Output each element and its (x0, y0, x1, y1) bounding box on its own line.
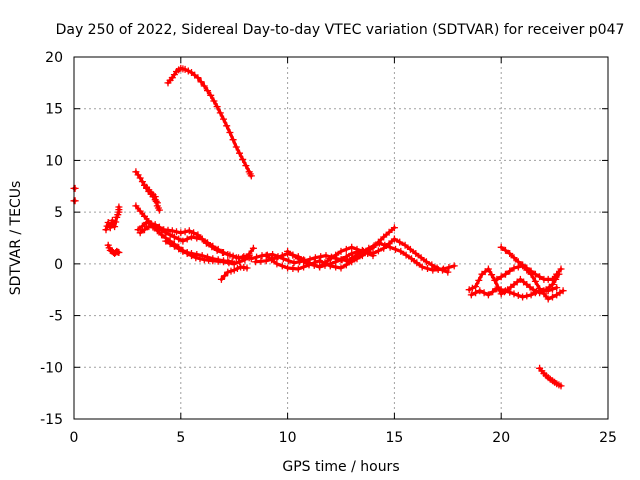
y-tick-label: -5 (49, 309, 63, 325)
series-markers-arc-16 (284, 243, 377, 271)
y-tick-label: -15 (40, 412, 63, 428)
x-tick-label: 15 (385, 430, 403, 446)
series-markers-arc-10 (136, 223, 253, 262)
series-markers-arc-11 (162, 237, 236, 266)
y-tick-label: 5 (54, 205, 63, 221)
series-markers-arc-3 (102, 203, 123, 234)
x-axis-label: GPS time / hours (282, 459, 399, 475)
x-tick-label: 5 (176, 430, 185, 446)
y-tick-label: 10 (45, 153, 63, 169)
series-markers-arc-14 (252, 235, 452, 276)
x-tick-label: 25 (599, 430, 617, 446)
series-markers-arc-2 (70, 197, 79, 205)
series-markers-arc-1 (70, 184, 79, 192)
y-tick-label: -10 (40, 360, 63, 376)
x-tick-label: 0 (70, 430, 79, 446)
y-tick-labels: -15 -10 -5 0 5 10 15 20 (40, 50, 63, 428)
x-tick-label: 10 (279, 430, 297, 446)
y-axis-label: SDTVAR / TECUs (8, 181, 24, 296)
plot-frame (73, 56, 609, 420)
chart-title: Day 250 of 2022, Sidereal Day-to-day VTE… (56, 22, 625, 38)
series-markers-arc-15 (262, 224, 398, 273)
y-tick-label: 20 (45, 50, 63, 66)
grid-lines (74, 57, 608, 419)
series-markers-arc-21 (536, 364, 565, 390)
series-markers-arc-4 (104, 241, 123, 257)
data-series (70, 64, 567, 390)
x-tick-labels: 0 5 10 15 20 25 (70, 430, 617, 446)
axis-ticks (73, 56, 609, 420)
series-markers-arc-20 (497, 243, 565, 283)
y-tick-label: 15 (45, 102, 63, 118)
series-markers-arc-7 (143, 183, 163, 214)
y-tick-label: 0 (54, 257, 63, 273)
series-markers-arc-5 (164, 64, 255, 180)
x-tick-label: 20 (492, 430, 510, 446)
series-markers-arc-12 (217, 263, 251, 283)
